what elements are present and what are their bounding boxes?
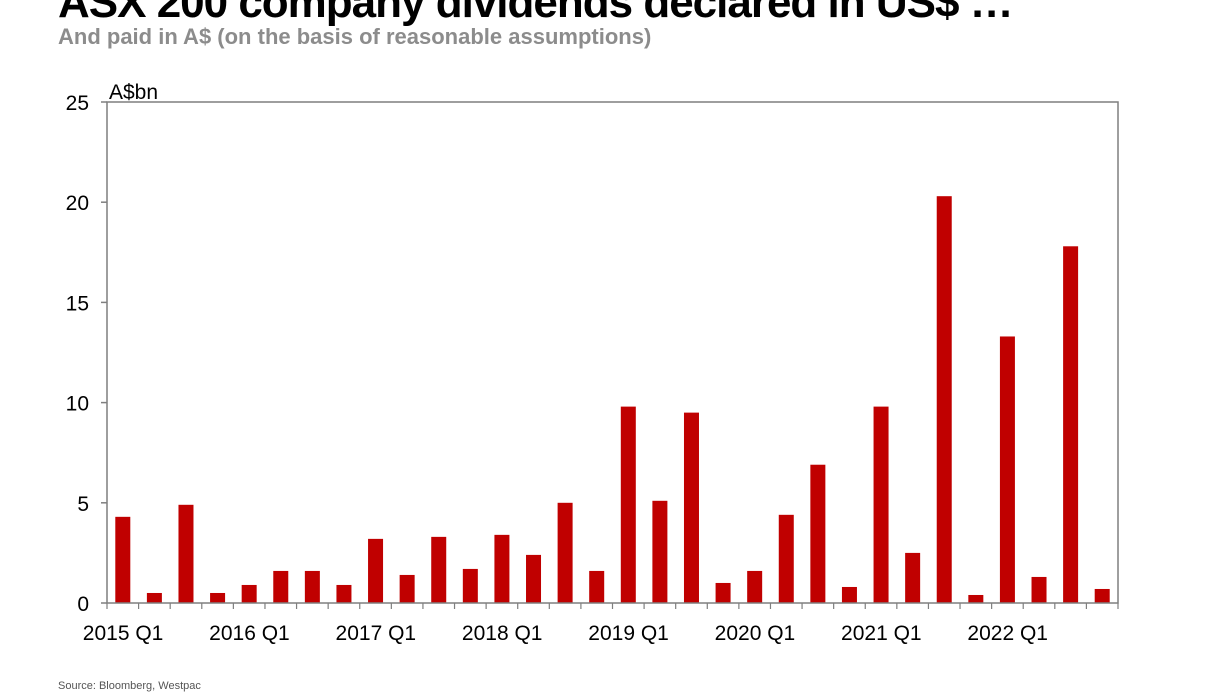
bars-group <box>115 196 1110 604</box>
x-tick-label: 2015 Q1 <box>83 622 164 645</box>
bar-2020-q3 <box>810 464 826 603</box>
y-axis-label: A$bn <box>109 81 158 104</box>
bar-2016-q3 <box>304 570 320 603</box>
bar-2022-q2 <box>1031 576 1047 603</box>
bar-2018-q2 <box>526 554 542 603</box>
x-tick-label: 2018 Q1 <box>462 622 543 645</box>
source-note: Source: Bloomberg, Westpac <box>58 680 201 692</box>
bar-2016-q4 <box>336 584 352 603</box>
x-tick-label: 2021 Q1 <box>841 622 922 645</box>
x-tick-label: 2020 Q1 <box>715 622 796 645</box>
y-tick-label: 0 <box>77 593 89 616</box>
bar-2019-q3 <box>683 412 699 603</box>
bar-2022-q4 <box>1094 588 1110 603</box>
bar-2022-q3 <box>1063 246 1079 604</box>
chart-subtitle: And paid in A$ (on the basis of reasonab… <box>58 24 652 49</box>
bar-2017-q2 <box>399 574 415 603</box>
y-tick-label: 15 <box>66 292 89 315</box>
x-tick-label: 2016 Q1 <box>209 622 290 645</box>
plot-frame <box>106 101 1119 604</box>
x-tick-label: 2019 Q1 <box>588 622 669 645</box>
bar-2019-q2 <box>652 500 668 603</box>
x-tick-label: 2022 Q1 <box>967 622 1048 645</box>
bar-2021-q4 <box>968 594 984 603</box>
bar-2017-q3 <box>431 536 447 603</box>
bar-2018-q4 <box>589 570 605 603</box>
x-tick-label: 2017 Q1 <box>336 622 417 645</box>
y-tick-label: 5 <box>77 493 89 516</box>
bar-2021-q3 <box>936 196 952 603</box>
bar-2015-q2 <box>146 592 162 603</box>
bar-2021-q1 <box>873 406 889 603</box>
y-tick-label: 25 <box>66 92 89 115</box>
y-axis-ticks: 0 5 10 15 20 25 <box>66 92 107 616</box>
bar-2020-q2 <box>778 514 794 603</box>
chart-title: ASX 200 company dividends declared in US… <box>58 0 1014 27</box>
bar-2015-q3 <box>178 504 194 603</box>
bar-2016-q1 <box>241 584 257 603</box>
bar-2020-q4 <box>841 586 857 603</box>
bar-2021-q2 <box>905 552 921 603</box>
bar-2020-q1 <box>747 570 763 603</box>
bar-2015-q4 <box>210 592 226 603</box>
bar-2015-q1 <box>115 516 131 603</box>
y-tick-label: 10 <box>66 393 89 416</box>
bar-2022-q1 <box>999 336 1015 603</box>
bar-2019-q1 <box>620 406 636 603</box>
bar-2016-q2 <box>273 570 289 603</box>
y-tick-label: 20 <box>66 192 89 215</box>
bar-2019-q4 <box>715 582 731 603</box>
x-axis-ticks: 2015 Q1 2016 Q1 2017 Q1 2018 Q1 2019 Q1 2020 … <box>83 603 1119 645</box>
bar-2017-q1 <box>368 538 384 603</box>
bar-2018-q3 <box>557 502 573 603</box>
bar-2017-q4 <box>462 568 478 603</box>
bar-2018-q1 <box>494 534 510 603</box>
